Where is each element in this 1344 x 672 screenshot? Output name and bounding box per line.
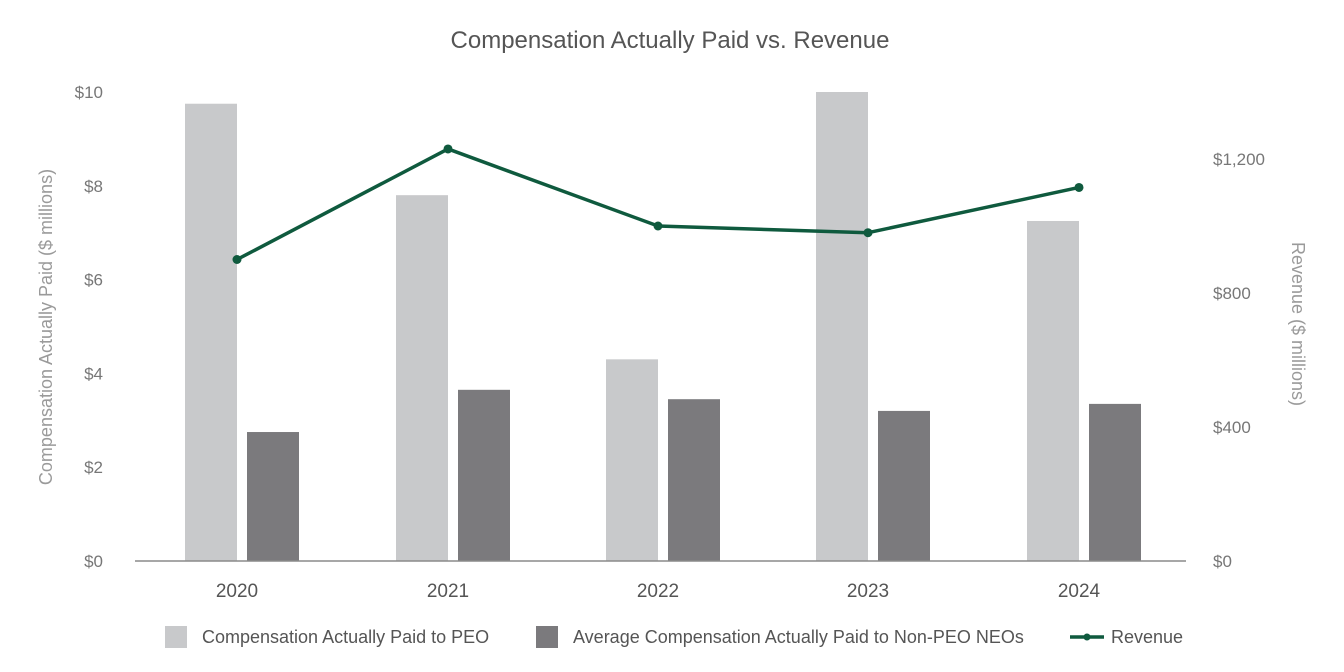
left-tick-label: $10 <box>75 83 103 102</box>
bars-group <box>185 92 1141 561</box>
revenue-point-2022 <box>653 221 663 231</box>
bar-neo-2022 <box>668 399 720 561</box>
x-tick-label-2020: 2020 <box>216 581 258 602</box>
right-tick-label: $400 <box>1213 418 1251 437</box>
revenue-point-2024 <box>1074 182 1084 192</box>
bar-neo-2021 <box>458 389 510 561</box>
legend-label-peo: Compensation Actually Paid to PEO <box>202 627 489 647</box>
legend-swatch-neo <box>536 626 558 648</box>
bar-neo-2020 <box>247 432 299 561</box>
right-tick-label: $0 <box>1213 552 1232 571</box>
bar-peo-2024 <box>1027 220 1079 561</box>
legend-swatch-peo <box>165 626 187 648</box>
left-tick-label: $6 <box>84 271 103 290</box>
bar-neo-2024 <box>1089 403 1141 561</box>
x-tick-label-2023: 2023 <box>847 581 889 602</box>
bar-peo-2020 <box>185 103 237 561</box>
legend: Compensation Actually Paid to PEO Averag… <box>165 626 1183 648</box>
x-axis-ticks: 2020 2021 2022 2023 2024 <box>216 581 1101 602</box>
revenue-point-2023 <box>863 228 873 238</box>
legend-label-neo: Average Compensation Actually Paid to No… <box>573 627 1024 647</box>
left-tick-label: $0 <box>84 552 103 571</box>
left-tick-label: $4 <box>84 364 103 383</box>
right-axis-label: Revenue ($ millions) <box>1288 242 1308 406</box>
chart-title: Compensation Actually Paid vs. Revenue <box>451 27 890 54</box>
revenue-point-2020 <box>232 255 242 264</box>
left-tick-label: $2 <box>84 458 103 477</box>
bar-peo-2021 <box>396 195 448 561</box>
revenue-line <box>236 147 1080 262</box>
legend-label-revenue: Revenue <box>1111 627 1183 647</box>
x-tick-label-2022: 2022 <box>637 581 679 602</box>
right-tick-label: $800 <box>1213 284 1251 303</box>
x-tick-label-2024: 2024 <box>1058 581 1101 602</box>
revenue-point-2021 <box>443 144 453 154</box>
right-axis-ticks: $0 $400 $800 $1,200 <box>1213 150 1265 571</box>
left-axis-ticks: $0 $2 $4 $6 $8 $10 <box>75 83 103 571</box>
x-tick-label-2021: 2021 <box>427 581 469 602</box>
legend-swatch-revenue-marker <box>1083 633 1091 641</box>
bar-neo-2023 <box>878 410 930 561</box>
left-tick-label: $8 <box>84 177 103 196</box>
right-tick-label: $1,200 <box>1213 150 1265 169</box>
revenue-line-group <box>232 144 1084 264</box>
left-axis-label: Compensation Actually Paid ($ millions) <box>36 169 56 485</box>
bar-peo-2023 <box>816 92 868 561</box>
bar-peo-2022 <box>606 359 658 561</box>
